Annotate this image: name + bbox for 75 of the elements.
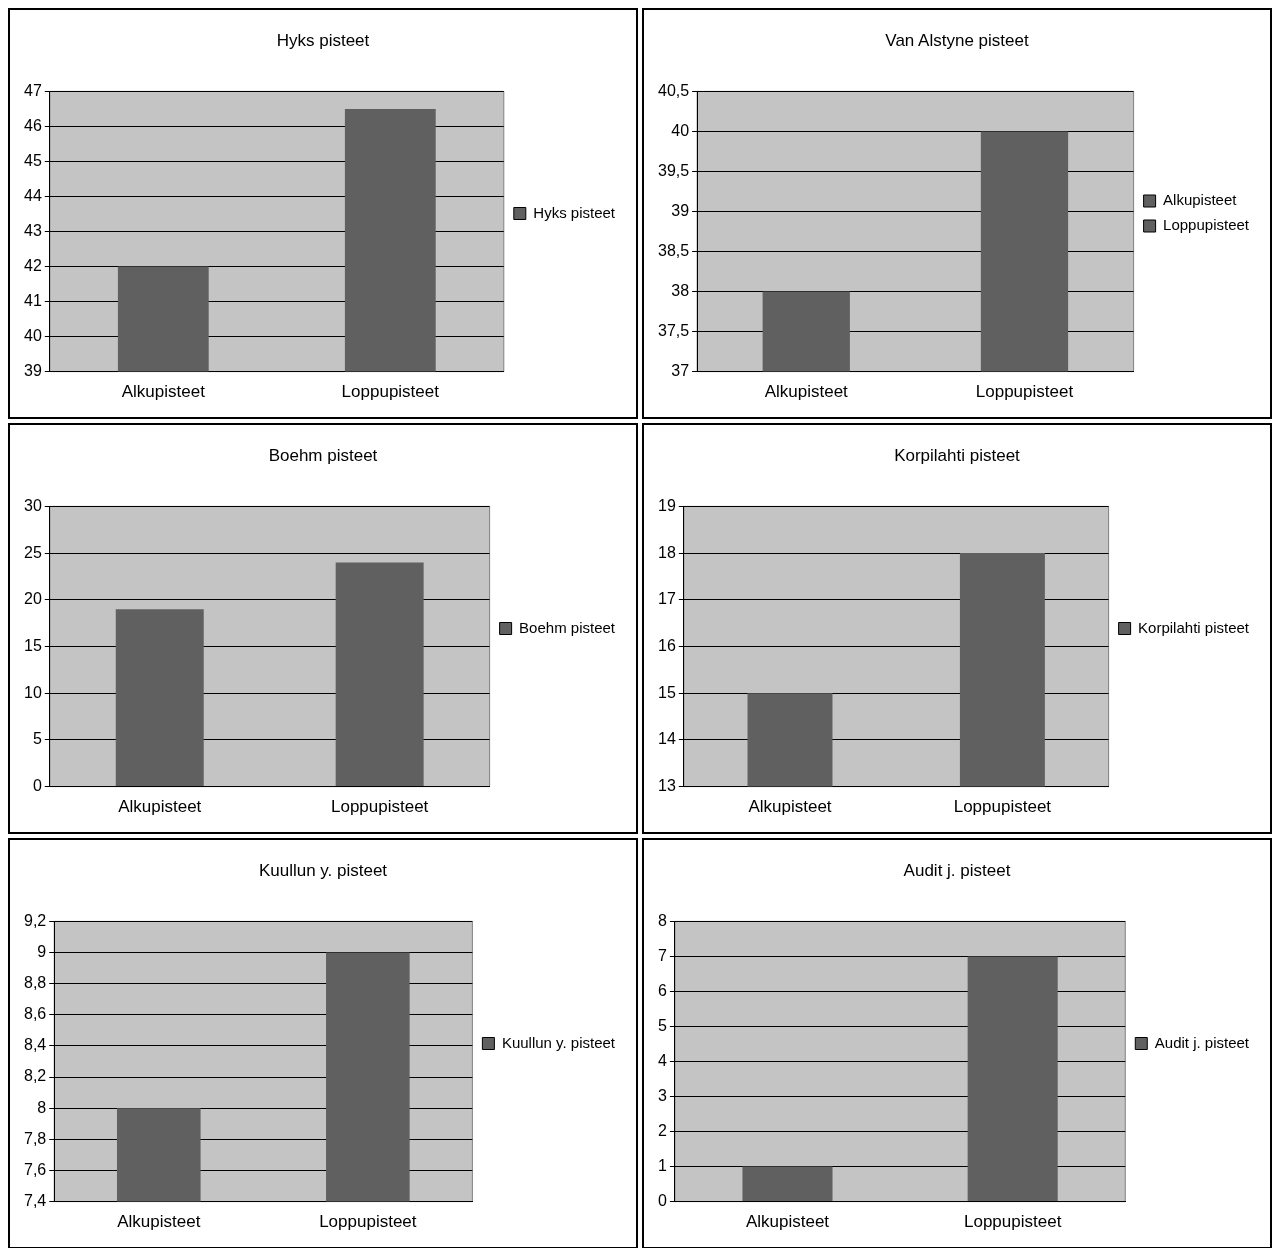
- x-tick-label: Alkupisteet: [117, 1212, 201, 1232]
- y-tick-label: 3: [657, 1086, 667, 1104]
- y-tick-label: 40: [24, 326, 42, 344]
- x-tick-label: Alkupisteet: [118, 797, 202, 817]
- chart-title: Kuullun y. pisteet: [258, 860, 388, 880]
- y-tick-label: 40,5: [658, 81, 690, 99]
- y-tick-label: 39: [24, 362, 42, 380]
- x-tick-label: Loppupisteet: [341, 382, 440, 402]
- y-tick-label: 45: [24, 151, 42, 169]
- chart-title: Van Alstyne pisteet: [885, 30, 1029, 50]
- chart-title: Korpilahti pisteet: [894, 445, 1021, 465]
- y-tick-label: 17: [658, 590, 676, 608]
- x-tick-label: Loppupisteet: [330, 797, 429, 817]
- y-tick-label: 4: [657, 1051, 667, 1069]
- x-tick-label: Alkupisteet: [121, 382, 206, 402]
- x-tick-label: Alkupisteet: [748, 797, 832, 817]
- legend-label: Audit j. pisteet: [1154, 1033, 1250, 1051]
- legend-label: Alkupisteet: [1163, 191, 1238, 209]
- y-tick-label: 10: [24, 683, 42, 701]
- x-tick-label: Loppupisteet: [975, 382, 1074, 402]
- y-tick-label: 2: [657, 1121, 667, 1139]
- y-tick-label: 6: [657, 981, 667, 999]
- x-tick-label: Loppupisteet: [964, 1212, 1062, 1232]
- y-tick-label: 7,6: [23, 1160, 47, 1178]
- y-tick-label: 41: [24, 291, 42, 309]
- y-tick-label: 38: [671, 281, 690, 299]
- chart-title: Boehm pisteet: [268, 445, 378, 465]
- y-tick-label: 5: [657, 1016, 667, 1034]
- y-tick-label: 8,8: [23, 974, 47, 992]
- y-tick-label: 15: [24, 636, 42, 654]
- y-tick-label: 5: [32, 730, 42, 748]
- y-tick-label: 47: [24, 81, 42, 99]
- y-tick-label: 44: [24, 186, 42, 204]
- y-tick-label: 8: [657, 911, 667, 929]
- y-tick-label: 0: [657, 1192, 667, 1210]
- y-tick-label: 38,5: [658, 241, 690, 259]
- y-tick-label: 30: [24, 496, 42, 514]
- y-tick-label: 16: [658, 636, 676, 654]
- y-tick-label: 43: [24, 221, 42, 239]
- y-tick-label: 37,5: [658, 321, 690, 339]
- legend-label: Kuullun y. pisteet: [501, 1033, 616, 1051]
- legend-label: Hyks pisteet: [533, 203, 616, 221]
- y-tick-label: 19: [658, 496, 676, 514]
- y-tick-label: 39,5: [658, 161, 690, 179]
- y-tick-label: 18: [658, 543, 676, 561]
- y-tick-label: 1: [657, 1156, 667, 1174]
- y-tick-label: 46: [24, 116, 42, 134]
- y-tick-label: 40: [671, 121, 690, 139]
- legend-label: Boehm pisteet: [519, 618, 616, 636]
- y-tick-label: 13: [658, 777, 676, 795]
- x-tick-label: Alkupisteet: [745, 1212, 830, 1232]
- y-tick-label: 37: [671, 362, 690, 380]
- x-tick-label: Alkupisteet: [764, 382, 849, 402]
- y-tick-label: 8,6: [23, 1005, 47, 1023]
- x-tick-label: Loppupisteet: [319, 1212, 417, 1232]
- legend-label: Korpilahti pisteet: [1138, 618, 1250, 636]
- y-tick-label: 0: [32, 777, 42, 795]
- y-tick-label: 9: [37, 942, 47, 960]
- y-tick-label: 8,2: [23, 1067, 47, 1085]
- y-tick-label: 7,4: [23, 1192, 47, 1210]
- y-tick-label: 7,8: [23, 1129, 47, 1147]
- y-tick-label: 42: [24, 256, 42, 274]
- y-tick-label: 20: [24, 590, 42, 608]
- chart-title: Audit j. pisteet: [903, 860, 1011, 880]
- y-tick-label: 14: [658, 730, 676, 748]
- chart-title: Hyks pisteet: [276, 30, 370, 50]
- y-tick-label: 9,2: [23, 911, 47, 929]
- legend-label: Loppupisteet: [1163, 216, 1250, 234]
- y-tick-label: 15: [658, 683, 676, 701]
- y-tick-label: 7: [657, 946, 667, 964]
- y-tick-label: 39: [671, 201, 690, 219]
- y-tick-label: 8,4: [23, 1036, 47, 1054]
- x-tick-label: Loppupisteet: [953, 797, 1052, 817]
- y-tick-label: 8: [37, 1098, 47, 1116]
- y-tick-label: 25: [24, 543, 42, 561]
